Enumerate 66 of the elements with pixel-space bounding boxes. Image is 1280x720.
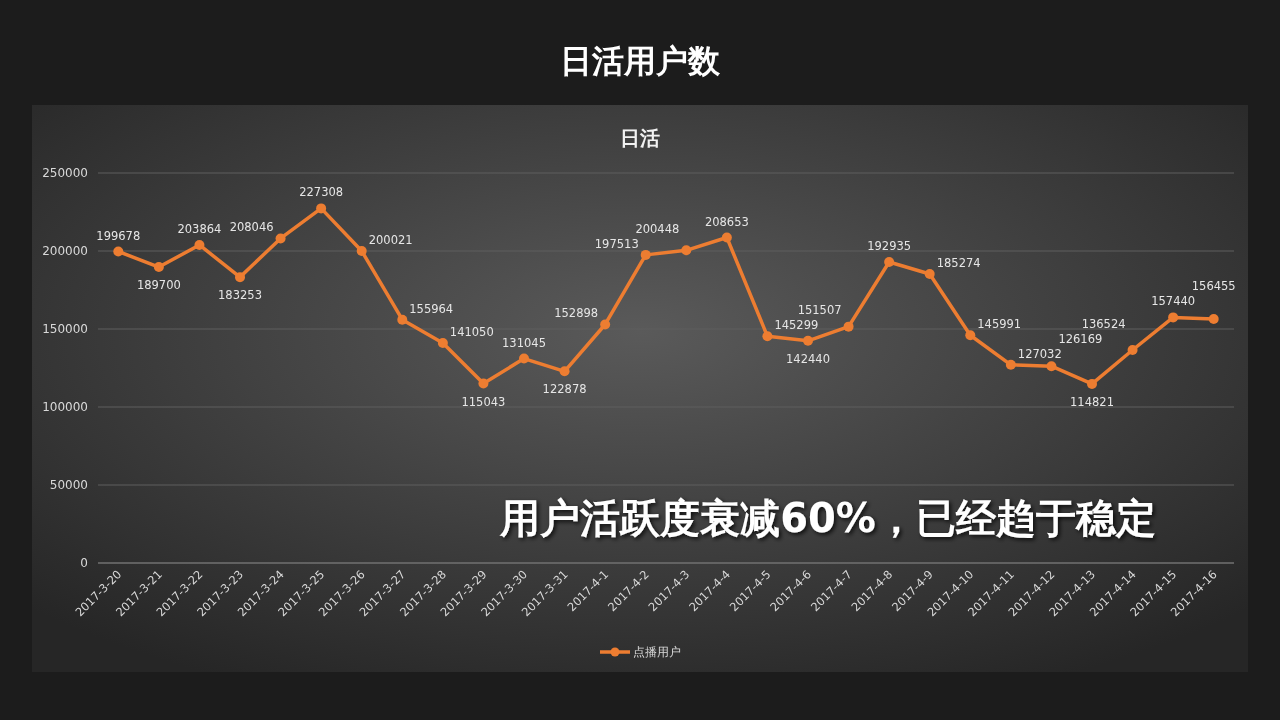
point (559, 366, 570, 377)
point (1046, 361, 1057, 372)
point (397, 314, 408, 325)
data-label: 185274 (936, 255, 981, 270)
data-label: 197513 (594, 236, 639, 251)
y-tick-label: 150000 (42, 322, 88, 336)
y-tick-label: 100000 (42, 400, 88, 414)
point (1087, 378, 1097, 389)
data-label: 208046 (229, 220, 274, 235)
data-label: 131045 (502, 335, 546, 350)
data-label: 227308 (299, 185, 344, 200)
data-label: 126169 (1058, 331, 1103, 346)
data-label: 200448 (635, 221, 680, 236)
data-label: 141050 (449, 324, 494, 339)
point (113, 246, 124, 257)
data-label: 203864 (177, 221, 222, 236)
point (194, 239, 205, 250)
data-label: 208653 (704, 214, 749, 229)
point (721, 232, 732, 243)
point (884, 257, 895, 268)
y-tick-label: 200000 (42, 244, 88, 258)
point (1127, 345, 1138, 356)
point (478, 378, 489, 389)
point (681, 245, 692, 256)
data-label: 156455 (1191, 279, 1236, 294)
point (843, 321, 854, 332)
data-label: 145991 (977, 317, 1022, 332)
data-label: 152898 (554, 306, 599, 321)
annotation: 用户活跃度衰减60%，已经趋于稳定 (499, 495, 1156, 541)
data-label: 115043 (461, 394, 506, 409)
data-label: 127032 (1017, 346, 1062, 361)
data-label: 114821 (1070, 394, 1114, 409)
point (1168, 312, 1179, 323)
chart-subtitle: 日活 (620, 126, 660, 150)
data-label: 199678 (96, 228, 141, 243)
data-label: 189700 (136, 278, 181, 293)
point (153, 262, 164, 273)
data-label: 183253 (218, 288, 262, 303)
point (235, 272, 245, 283)
data-label: 122878 (542, 382, 587, 397)
data-label: 155964 (409, 301, 454, 316)
data-label: 145299 (774, 318, 819, 333)
point (640, 249, 651, 260)
point (519, 353, 529, 364)
data-label: 142440 (786, 351, 830, 366)
point (1208, 313, 1219, 324)
point (437, 337, 448, 348)
data-label: 157440 (1151, 294, 1196, 309)
point (803, 335, 813, 346)
y-tick-label: 0 (80, 556, 88, 570)
data-label: 200021 (368, 232, 413, 247)
data-label: 151507 (797, 303, 842, 318)
data-label: 192935 (867, 239, 912, 254)
point (600, 319, 611, 330)
chart-title: 日活用户数 (560, 42, 721, 80)
point (965, 330, 976, 341)
point (275, 233, 286, 244)
y-tick-label: 250000 (42, 166, 88, 180)
point (1005, 359, 1016, 370)
legend-label: 点播用户 (633, 645, 681, 659)
point (356, 245, 367, 256)
y-tick-label: 50000 (49, 478, 88, 492)
point (762, 331, 773, 342)
point (924, 268, 935, 279)
point (316, 203, 327, 214)
data-label: 136524 (1081, 316, 1126, 331)
